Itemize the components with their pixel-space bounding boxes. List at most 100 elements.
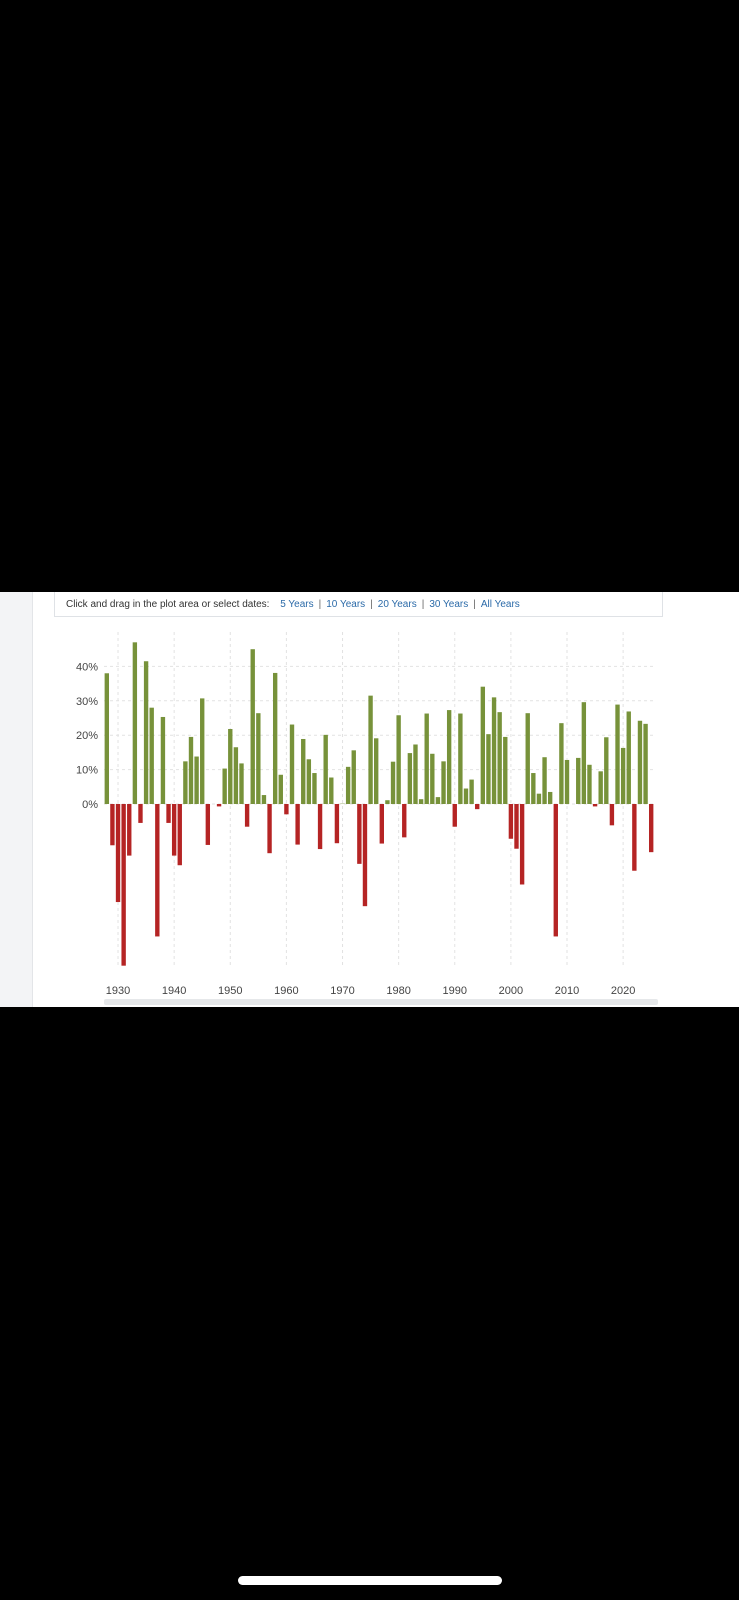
bar-1951[interactable]	[233, 747, 239, 804]
bar-2000[interactable]	[508, 804, 514, 839]
bar-1971[interactable]	[345, 766, 351, 804]
bar-2008[interactable]	[553, 804, 558, 937]
bar-2025[interactable]	[649, 804, 654, 853]
bar-1958[interactable]	[272, 672, 278, 804]
bar-2010[interactable]	[564, 759, 570, 804]
bar-1959[interactable]	[278, 774, 283, 804]
bar-1937[interactable]	[155, 804, 160, 937]
bar-2004[interactable]	[531, 773, 536, 804]
bar-1948[interactable]	[216, 804, 222, 807]
bar-1983[interactable]	[413, 744, 418, 804]
bar-2019[interactable]	[615, 704, 620, 804]
bar-2015[interactable]	[592, 804, 598, 807]
bar-2020[interactable]	[620, 747, 626, 804]
bar-1965[interactable]	[312, 773, 317, 804]
bar-1973[interactable]	[357, 804, 362, 864]
bar-1980[interactable]	[396, 715, 401, 804]
bar-1945[interactable]	[200, 698, 205, 804]
bar-1998[interactable]	[497, 712, 502, 804]
bar-1976[interactable]	[374, 738, 379, 804]
bar-1928[interactable]	[104, 673, 109, 804]
bar-2009[interactable]	[559, 723, 564, 804]
bar-1964[interactable]	[306, 759, 312, 804]
range-all-years-link[interactable]: All Years	[480, 599, 520, 610]
bar-1988[interactable]	[441, 761, 446, 804]
bar-1940[interactable]	[171, 804, 177, 856]
bar-1931[interactable]	[121, 804, 126, 966]
bar-2016[interactable]	[598, 771, 603, 804]
bar-1935[interactable]	[143, 661, 149, 804]
range-10-years-link[interactable]: 10 Years	[326, 599, 366, 610]
bar-2024[interactable]	[643, 723, 648, 804]
bar-1984[interactable]	[418, 799, 424, 804]
bar-1967[interactable]	[323, 734, 328, 804]
bar-2003[interactable]	[525, 713, 530, 804]
bar-1946[interactable]	[205, 804, 211, 845]
home-indicator[interactable]	[238, 1576, 502, 1585]
bar-1981[interactable]	[402, 804, 407, 838]
bar-1932[interactable]	[127, 804, 132, 856]
bar-1982[interactable]	[407, 753, 413, 804]
range-20-years-link[interactable]: 20 Years	[377, 599, 417, 610]
bar-1956[interactable]	[261, 795, 267, 804]
bar-1936[interactable]	[149, 707, 154, 804]
bar-1975[interactable]	[368, 695, 373, 804]
bar-2018[interactable]	[609, 804, 615, 826]
bar-1985[interactable]	[424, 713, 429, 804]
bar-1957[interactable]	[267, 804, 272, 854]
bar-1930[interactable]	[115, 804, 121, 903]
bar-1933[interactable]	[132, 642, 138, 804]
bar-1974[interactable]	[362, 804, 368, 907]
bar-2022[interactable]	[632, 804, 637, 871]
bar-2001[interactable]	[514, 804, 519, 849]
bar-1939[interactable]	[166, 804, 171, 823]
bar-2014[interactable]	[587, 764, 592, 804]
bar-1992[interactable]	[463, 788, 469, 804]
bar-1952[interactable]	[239, 763, 244, 804]
range-30-years-link[interactable]: 30 Years	[429, 599, 469, 610]
bar-1979[interactable]	[390, 761, 396, 804]
bar-1977[interactable]	[379, 804, 384, 844]
bar-1968[interactable]	[329, 777, 334, 804]
bar-chart[interactable]: 0% 10% 20% 30% 40% 1930 1940 1950 1960 1970 1980 19…	[0, 592, 739, 1007]
bar-2007[interactable]	[547, 791, 553, 804]
bar-1986[interactable]	[430, 753, 435, 804]
bar-1993[interactable]	[469, 779, 474, 804]
bar-1987[interactable]	[435, 797, 441, 804]
bar-1969[interactable]	[334, 804, 340, 844]
bar-1994[interactable]	[475, 804, 480, 810]
bar-1990[interactable]	[452, 804, 457, 827]
bar-1999[interactable]	[503, 736, 508, 804]
bar-1941[interactable]	[177, 804, 182, 866]
bar-1962[interactable]	[295, 804, 300, 845]
bar-1938[interactable]	[160, 716, 166, 804]
bar-2021[interactable]	[626, 711, 631, 804]
bar-2023[interactable]	[637, 720, 643, 804]
bar-1942[interactable]	[183, 761, 188, 804]
bar-1929[interactable]	[110, 804, 115, 846]
bar-2005[interactable]	[536, 793, 542, 804]
bar-2012[interactable]	[576, 757, 581, 804]
bar-1996[interactable]	[486, 734, 491, 804]
bar-1995[interactable]	[480, 686, 486, 804]
bar-1972[interactable]	[351, 750, 356, 804]
bar-1954[interactable]	[250, 649, 255, 804]
bar-1953[interactable]	[244, 804, 250, 827]
bar-2002[interactable]	[519, 804, 525, 885]
bar-2017[interactable]	[604, 737, 609, 804]
bar-1943[interactable]	[188, 736, 194, 804]
bar-1961[interactable]	[289, 724, 295, 804]
bar-2006[interactable]	[542, 757, 547, 804]
bar-1997[interactable]	[491, 697, 497, 804]
bar-1944[interactable]	[194, 756, 199, 804]
bar-1966[interactable]	[317, 804, 323, 850]
bar-1989[interactable]	[446, 710, 452, 804]
bar-1960[interactable]	[284, 804, 289, 815]
bar-1934[interactable]	[138, 804, 143, 823]
bar-2013[interactable]	[581, 702, 587, 804]
bar-1978[interactable]	[385, 800, 390, 804]
bar-1955[interactable]	[256, 713, 261, 804]
bar-1949[interactable]	[222, 768, 227, 804]
bar-1963[interactable]	[301, 738, 306, 804]
bar-1950[interactable]	[228, 729, 233, 804]
